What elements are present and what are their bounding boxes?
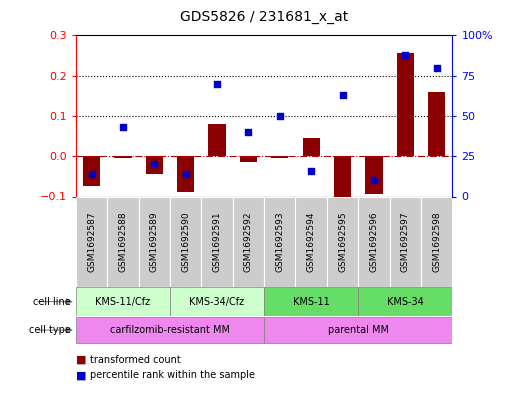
Point xyxy=(119,124,127,130)
Bar xyxy=(201,196,233,287)
Text: GSM1692592: GSM1692592 xyxy=(244,211,253,272)
Bar xyxy=(302,138,320,156)
Bar xyxy=(295,196,327,287)
Text: carfilzomib-resistant MM: carfilzomib-resistant MM xyxy=(110,325,230,335)
Bar xyxy=(177,156,195,193)
Text: GSM1692587: GSM1692587 xyxy=(87,211,96,272)
Bar xyxy=(428,92,445,156)
Bar xyxy=(264,317,452,343)
Bar xyxy=(170,196,201,287)
Text: GSM1692596: GSM1692596 xyxy=(369,211,379,272)
Bar xyxy=(114,156,131,158)
Point xyxy=(150,161,158,167)
Point xyxy=(276,113,284,119)
Point xyxy=(213,81,221,87)
Point xyxy=(401,51,410,58)
Point xyxy=(370,177,378,184)
Text: GSM1692598: GSM1692598 xyxy=(432,211,441,272)
Bar xyxy=(170,287,264,316)
Bar xyxy=(233,196,264,287)
Text: GSM1692593: GSM1692593 xyxy=(275,211,285,272)
Text: percentile rank within the sample: percentile rank within the sample xyxy=(90,370,255,380)
Point xyxy=(433,64,441,71)
Bar xyxy=(139,196,170,287)
Text: transformed count: transformed count xyxy=(90,354,181,365)
Bar xyxy=(208,124,226,156)
Text: GSM1692590: GSM1692590 xyxy=(181,211,190,272)
Bar xyxy=(264,287,358,316)
Bar xyxy=(358,196,390,287)
Text: GSM1692588: GSM1692588 xyxy=(118,211,128,272)
Bar xyxy=(365,156,382,195)
Point xyxy=(181,171,190,177)
Point xyxy=(307,167,315,174)
Bar xyxy=(76,317,264,343)
Text: GDS5826 / 231681_x_at: GDS5826 / 231681_x_at xyxy=(180,9,348,24)
Text: cell type: cell type xyxy=(29,325,71,335)
Text: GSM1692589: GSM1692589 xyxy=(150,211,159,272)
Text: cell line: cell line xyxy=(33,297,71,307)
Bar xyxy=(396,53,414,156)
Text: GSM1692591: GSM1692591 xyxy=(212,211,222,272)
Bar xyxy=(358,287,452,316)
Bar xyxy=(271,156,289,158)
Text: ■: ■ xyxy=(76,370,86,380)
Text: GSM1692597: GSM1692597 xyxy=(401,211,410,272)
Bar xyxy=(83,156,100,186)
Bar xyxy=(240,156,257,162)
Text: KMS-34: KMS-34 xyxy=(387,297,424,307)
Bar xyxy=(264,196,295,287)
Text: KMS-34/Cfz: KMS-34/Cfz xyxy=(189,297,245,307)
Text: KMS-11: KMS-11 xyxy=(293,297,329,307)
Bar xyxy=(145,156,163,174)
Text: GSM1692594: GSM1692594 xyxy=(306,211,316,272)
Bar xyxy=(327,196,358,287)
Text: KMS-11/Cfz: KMS-11/Cfz xyxy=(95,297,151,307)
Point xyxy=(338,92,347,98)
Bar xyxy=(421,196,452,287)
Bar xyxy=(390,196,421,287)
Bar xyxy=(76,287,170,316)
Text: GSM1692595: GSM1692595 xyxy=(338,211,347,272)
Text: parental MM: parental MM xyxy=(328,325,389,335)
Point xyxy=(244,129,253,135)
Point xyxy=(87,171,96,177)
Bar xyxy=(76,196,107,287)
Bar xyxy=(334,156,351,202)
Bar xyxy=(107,196,139,287)
Text: ■: ■ xyxy=(76,354,86,365)
